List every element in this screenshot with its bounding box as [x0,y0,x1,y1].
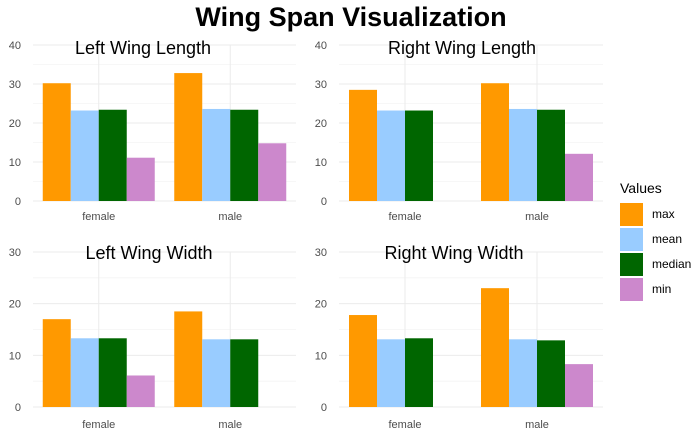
legend-label-mean: mean [652,232,682,246]
panel-title: Right Wing Width [384,243,523,263]
y-tick-label: 20 [9,299,21,311]
bar-mean-male [202,108,231,201]
legend-swatch-median [620,253,643,276]
panel-title: Left Wing Length [75,38,211,58]
bar-median-female [405,338,433,407]
bar-mean-female [377,339,405,407]
x-tick-label: female [82,419,115,431]
legend-label-min: min [652,282,671,296]
bar-max-female [349,315,377,407]
bar-median-male [230,109,259,201]
y-tick-label: 20 [315,118,327,130]
y-tick-label: 20 [9,118,21,130]
y-tick-label: 40 [9,40,21,52]
legend-swatch-min [620,278,643,301]
bar-median-male [230,339,259,407]
legend-label-max: max [652,207,675,221]
x-tick-label: male [525,211,549,223]
y-tick-label: 20 [315,299,327,311]
y-tick-label: 40 [315,40,327,52]
y-tick-label: 30 [315,247,327,259]
bar-mean-female [70,110,99,201]
panel-title: Right Wing Length [388,38,536,58]
bar-median-female [98,338,127,407]
y-tick-label: 30 [315,79,327,91]
bar-median-female [405,110,433,201]
y-tick-label: 0 [321,196,327,208]
panel-1: 0 10 20 30 40 female male Left Wing Length [9,38,296,223]
bar-min-male [258,143,287,201]
bar-mean-male [202,339,231,407]
legend-label-median: median [652,257,691,271]
bar-min-male [565,153,593,201]
bar-max-male [174,73,203,201]
y-tick-label: 0 [15,196,21,208]
y-tick-label: 10 [9,157,21,169]
panel-2: 0 10 20 30 40 female male Right Wing Length [315,38,603,223]
bar-max-male [174,311,203,407]
bar-median-male [537,109,565,201]
bar-median-male [537,340,565,407]
panel-title: Left Wing Width [85,243,212,263]
panel-3: 0 10 20 30 female male Left Wing Width [9,243,296,431]
bar-mean-male [509,108,537,201]
y-tick-label: 30 [9,79,21,91]
x-tick-label: female [82,211,115,223]
chart-title: Wing Span Visualization [195,2,506,32]
bar-mean-female [377,110,405,201]
chart-panels: 0 10 20 30 40 female male Left Wing Length 0 10 20… [9,38,603,431]
y-tick-label: 10 [315,157,327,169]
x-tick-label: female [388,211,421,223]
legend-swatch-max [620,203,643,226]
bar-max-male [481,288,509,407]
bar-median-female [98,109,127,201]
x-tick-label: male [525,419,549,431]
bar-max-female [42,319,71,407]
x-tick-label: male [218,419,242,431]
bar-max-male [481,83,509,201]
bar-mean-female [70,338,99,407]
legend-title: Values [620,180,662,196]
x-tick-label: female [388,419,421,431]
y-tick-label: 0 [15,402,21,414]
y-tick-label: 0 [321,402,327,414]
panel-4: 0 10 20 30 female male Right Wing Width [315,243,603,431]
x-tick-label: male [218,211,242,223]
y-tick-label: 10 [9,350,21,362]
bar-mean-male [509,339,537,407]
y-tick-label: 30 [9,247,21,259]
bar-max-female [42,83,71,201]
bar-min-female [126,375,155,407]
chart-legend: Values max mean median min [620,180,691,301]
y-tick-label: 10 [315,350,327,362]
bar-max-female [349,89,377,201]
bar-min-male [565,364,593,407]
legend-swatch-mean [620,228,643,251]
bar-min-female [126,157,155,201]
